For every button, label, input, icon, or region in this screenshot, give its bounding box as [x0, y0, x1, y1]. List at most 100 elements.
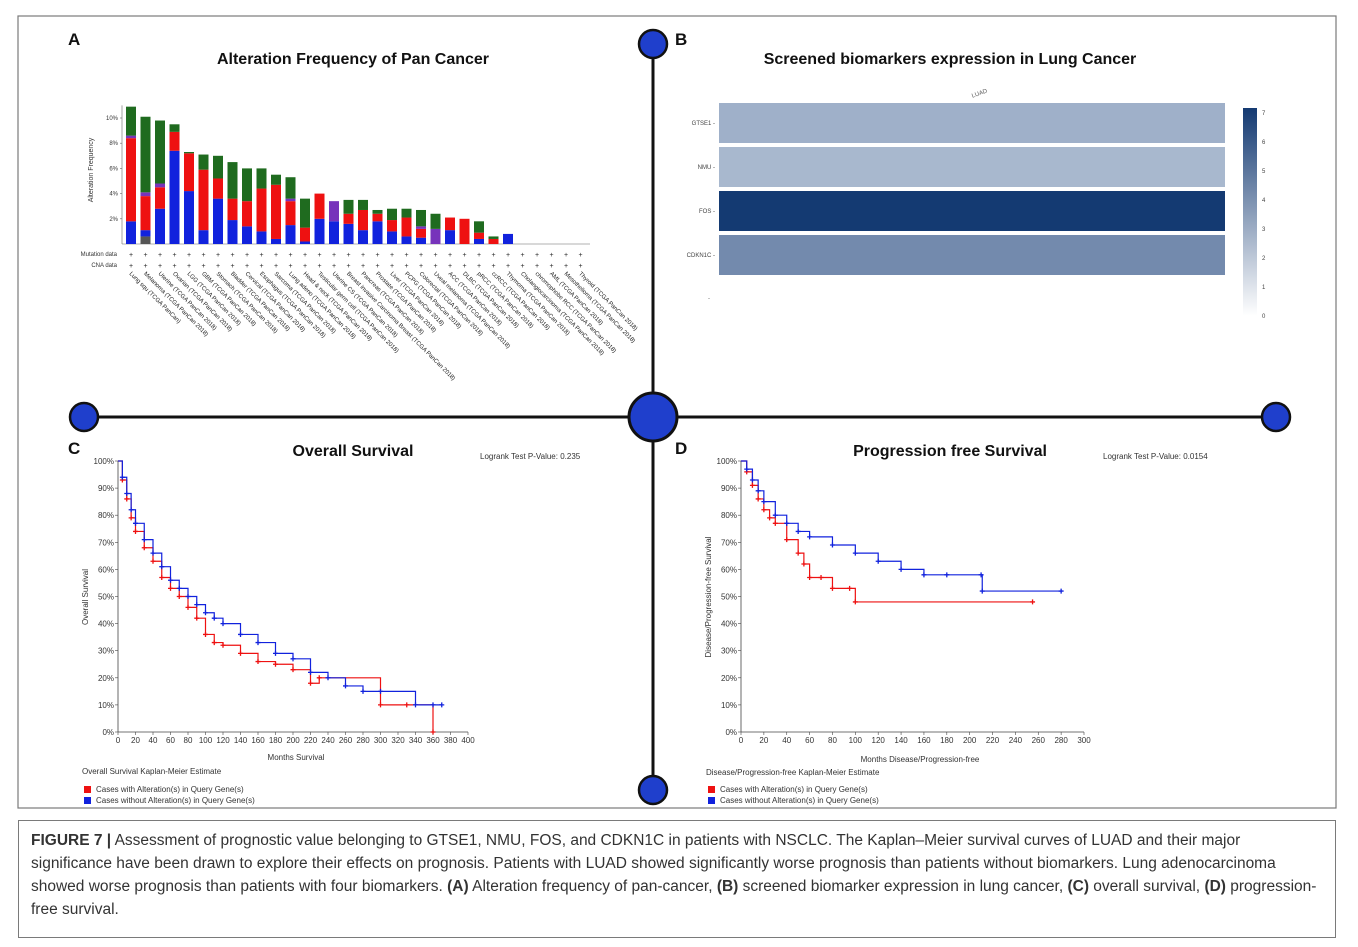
x-tick-label: 180	[269, 736, 283, 745]
censor-marker	[772, 512, 778, 518]
bar-segment-amplification	[126, 138, 136, 222]
bar-segment-amplification	[358, 209, 368, 231]
cna-data-marker: +	[375, 263, 379, 270]
mutation-data-marker: +	[491, 252, 495, 259]
caption-tag-d: (D)	[1204, 878, 1226, 895]
y-tick-label: 30%	[721, 647, 737, 656]
mutation-data-marker: +	[317, 252, 321, 259]
censor-marker	[185, 604, 191, 610]
censor-marker	[978, 572, 984, 578]
heatmap-row-label: NMU -	[698, 165, 715, 171]
censor-marker	[185, 594, 191, 599]
km-plot-progression: 0% 10% 20% 30% 40% 50% 60% 70% 80% 90% 100% 0 20 40 60…	[717, 457, 1092, 745]
bar-segment-deep-deletion	[358, 230, 368, 244]
censor-marker	[176, 585, 182, 591]
x-tick-label: 220	[986, 736, 1000, 745]
bar-segment-mutation	[140, 116, 151, 193]
y-tick-label: 0%	[725, 728, 737, 737]
censor-marker	[211, 615, 217, 621]
y-tick-label: 50%	[721, 593, 737, 602]
cna-data-marker: +	[259, 263, 263, 270]
cna-data-marker: +	[288, 263, 292, 270]
mutation-data-marker: +	[259, 252, 263, 259]
censor-marker	[273, 661, 278, 667]
bar-segment-mutation	[416, 209, 426, 227]
censor-marker	[255, 659, 261, 665]
x-tick-label: 100	[199, 736, 213, 745]
colorbar-tick-label: 1	[1262, 285, 1266, 291]
censor-marker	[128, 507, 134, 513]
bar-segment-amplification	[314, 193, 325, 219]
legend-d-unaltered-swatch	[708, 797, 715, 804]
mutation-row-label: Mutation data	[81, 252, 118, 258]
bar-segment-amplification	[213, 178, 223, 199]
censor-marker	[150, 558, 156, 564]
heatmap-dash: -	[708, 296, 710, 302]
censor-marker	[133, 520, 138, 526]
x-tick-label: 320	[391, 736, 405, 745]
panel-c-ylabel: Overall Survival	[81, 569, 90, 625]
heatmap-cell	[719, 103, 1225, 143]
censor-marker	[795, 528, 801, 534]
censor-marker	[290, 667, 296, 673]
heatmap-cell	[719, 191, 1225, 231]
mutation-data-marker: +	[506, 252, 510, 259]
bar-segment-multiple	[126, 135, 136, 139]
censor-marker	[133, 528, 138, 534]
censor-marker	[220, 642, 226, 648]
heatmap-cell	[719, 147, 1225, 187]
figure-caption: FIGURE 7 | Assessment of prognostic valu…	[18, 820, 1336, 938]
x-tick-label: 200	[963, 736, 977, 745]
cna-data-marker: +	[506, 263, 510, 270]
panel-d-ylabel: Disease/Progression-free Survival	[704, 536, 713, 657]
x-tick-label: 80	[184, 736, 193, 745]
y-tick-label: 90%	[721, 484, 737, 493]
mutation-data-marker: +	[361, 252, 365, 259]
censor-marker	[238, 650, 243, 656]
x-tick-label: 300	[374, 736, 388, 745]
cna-data-marker: +	[172, 263, 176, 270]
censor-marker	[430, 702, 436, 708]
censor-marker	[255, 640, 261, 646]
panel-d-estimate-label: Disease/Progression-free Kaplan-Meier Es…	[706, 768, 880, 777]
censor-marker	[290, 656, 296, 662]
bar-segment-amplification	[140, 196, 151, 231]
y-tick-label: 100%	[717, 457, 737, 466]
cna-data-marker: +	[230, 263, 234, 270]
bar-segment-mutation	[242, 168, 252, 202]
cna-data-marker: +	[448, 263, 452, 270]
caption-part-a: Alteration frequency of pan-cancer,	[468, 878, 717, 895]
heatmap-row-label: CDKN1C -	[687, 253, 715, 259]
censor-marker	[847, 585, 853, 591]
x-tick-label: 400	[461, 736, 475, 745]
y-tick-label: 80%	[98, 511, 114, 520]
bar-segment-deep-deletion	[256, 231, 267, 244]
bar-segment-mutation	[488, 236, 499, 239]
bar-segment-amplification	[488, 238, 499, 244]
bar-segment-deep-deletion	[416, 237, 426, 244]
censor-marker	[211, 640, 217, 646]
mutation-data-marker: +	[549, 252, 553, 259]
censor-marker	[829, 585, 835, 591]
bar-segment-amplification	[242, 201, 252, 227]
bar-segment-amplification	[271, 184, 281, 239]
x-tick-label: 120	[872, 736, 886, 745]
cna-data-marker: +	[535, 263, 539, 270]
bar-segment-multiple	[329, 201, 339, 222]
heatmap-row-label: GTSE1 -	[692, 121, 715, 127]
bar-segment-mutation	[285, 177, 296, 199]
censor-marker	[852, 599, 858, 605]
x-tick-label: 140	[894, 736, 908, 745]
bar-segment-fusion	[140, 236, 151, 244]
cna-data-marker: +	[216, 263, 220, 270]
km-plot-overall: 0% 10% 20% 30% 40% 50% 60% 70% 80% 90% 100% 0 20 40 60…	[94, 457, 476, 745]
caption-tag-a: (A)	[447, 878, 469, 895]
mutation-data-marker: +	[375, 252, 379, 259]
panel-c-letter: C	[68, 439, 80, 458]
cna-data-marker: +	[346, 263, 350, 270]
bar-segment-deep-deletion	[126, 221, 136, 244]
x-tick-label: 240	[1009, 736, 1023, 745]
heatmap-column-label: LUAD	[971, 88, 989, 99]
censor-marker	[194, 615, 200, 621]
caption-tag-b: (B)	[716, 878, 739, 895]
